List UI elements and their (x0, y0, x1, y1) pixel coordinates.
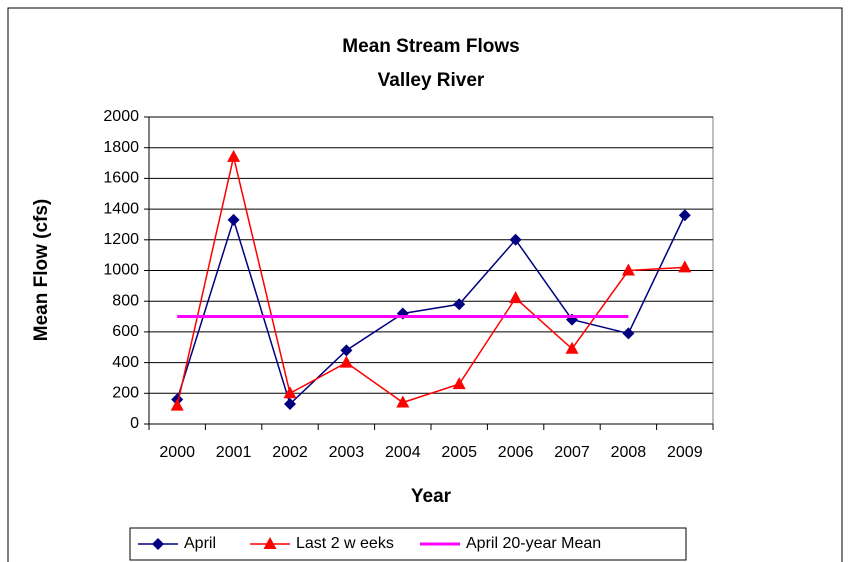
y-tick-label: 600 (112, 323, 139, 340)
x-tick-label: 2002 (272, 444, 308, 461)
y-tick-label: 1600 (103, 170, 139, 187)
x-tick-label: 2008 (611, 444, 647, 461)
y-tick-label: 1000 (103, 262, 139, 279)
data-point (622, 327, 635, 340)
x-tick-label: 2000 (159, 444, 195, 461)
y-tick-label: 800 (112, 292, 139, 309)
data-point (509, 291, 523, 304)
chart-subtitle: Valley River (378, 70, 485, 91)
x-axis-title: Year (411, 486, 452, 507)
series-line (176, 214, 686, 406)
y-tick-label: 200 (112, 385, 139, 402)
y-tick-label: 1800 (103, 139, 139, 156)
y-tick-label: 2000 (103, 108, 139, 125)
data-point (678, 260, 692, 273)
chart-title: Mean Stream Flows (342, 36, 519, 57)
data-point (509, 233, 522, 246)
legend-label: Last 2 w eeks (296, 535, 394, 552)
y-tick-label: 0 (130, 415, 139, 432)
y-tick-label: 400 (112, 354, 139, 371)
data-point (339, 355, 353, 368)
data-point (284, 398, 296, 411)
data-point (452, 377, 466, 390)
legend-marker (152, 538, 164, 550)
x-tick-label: 2003 (329, 444, 365, 461)
data-point (678, 209, 691, 222)
data-point (396, 395, 410, 408)
legend-label: April (184, 535, 216, 552)
data-point (227, 149, 241, 162)
data-point (565, 341, 579, 354)
legend-label: April 20-year Mean (466, 535, 601, 552)
x-tick-label: 2007 (554, 444, 590, 461)
y-axis-title: Mean Flow (cfs) (31, 199, 52, 342)
data-point (453, 298, 466, 311)
x-tick-label: 2009 (667, 444, 703, 461)
y-tick-label: 1200 (103, 231, 139, 248)
data-point (170, 398, 184, 411)
y-tick-label: 1400 (103, 200, 139, 217)
data-point (621, 263, 635, 276)
data-point (340, 344, 353, 357)
chart-border (7, 7, 843, 562)
data-point (227, 213, 240, 226)
x-tick-label: 2006 (498, 444, 534, 461)
x-tick-label: 2004 (385, 444, 421, 461)
series-line (176, 156, 685, 406)
x-tick-label: 2001 (216, 444, 252, 461)
legend-box (129, 527, 687, 561)
data-point (283, 386, 297, 399)
x-tick-label: 2005 (441, 444, 477, 461)
legend-marker (263, 537, 277, 549)
